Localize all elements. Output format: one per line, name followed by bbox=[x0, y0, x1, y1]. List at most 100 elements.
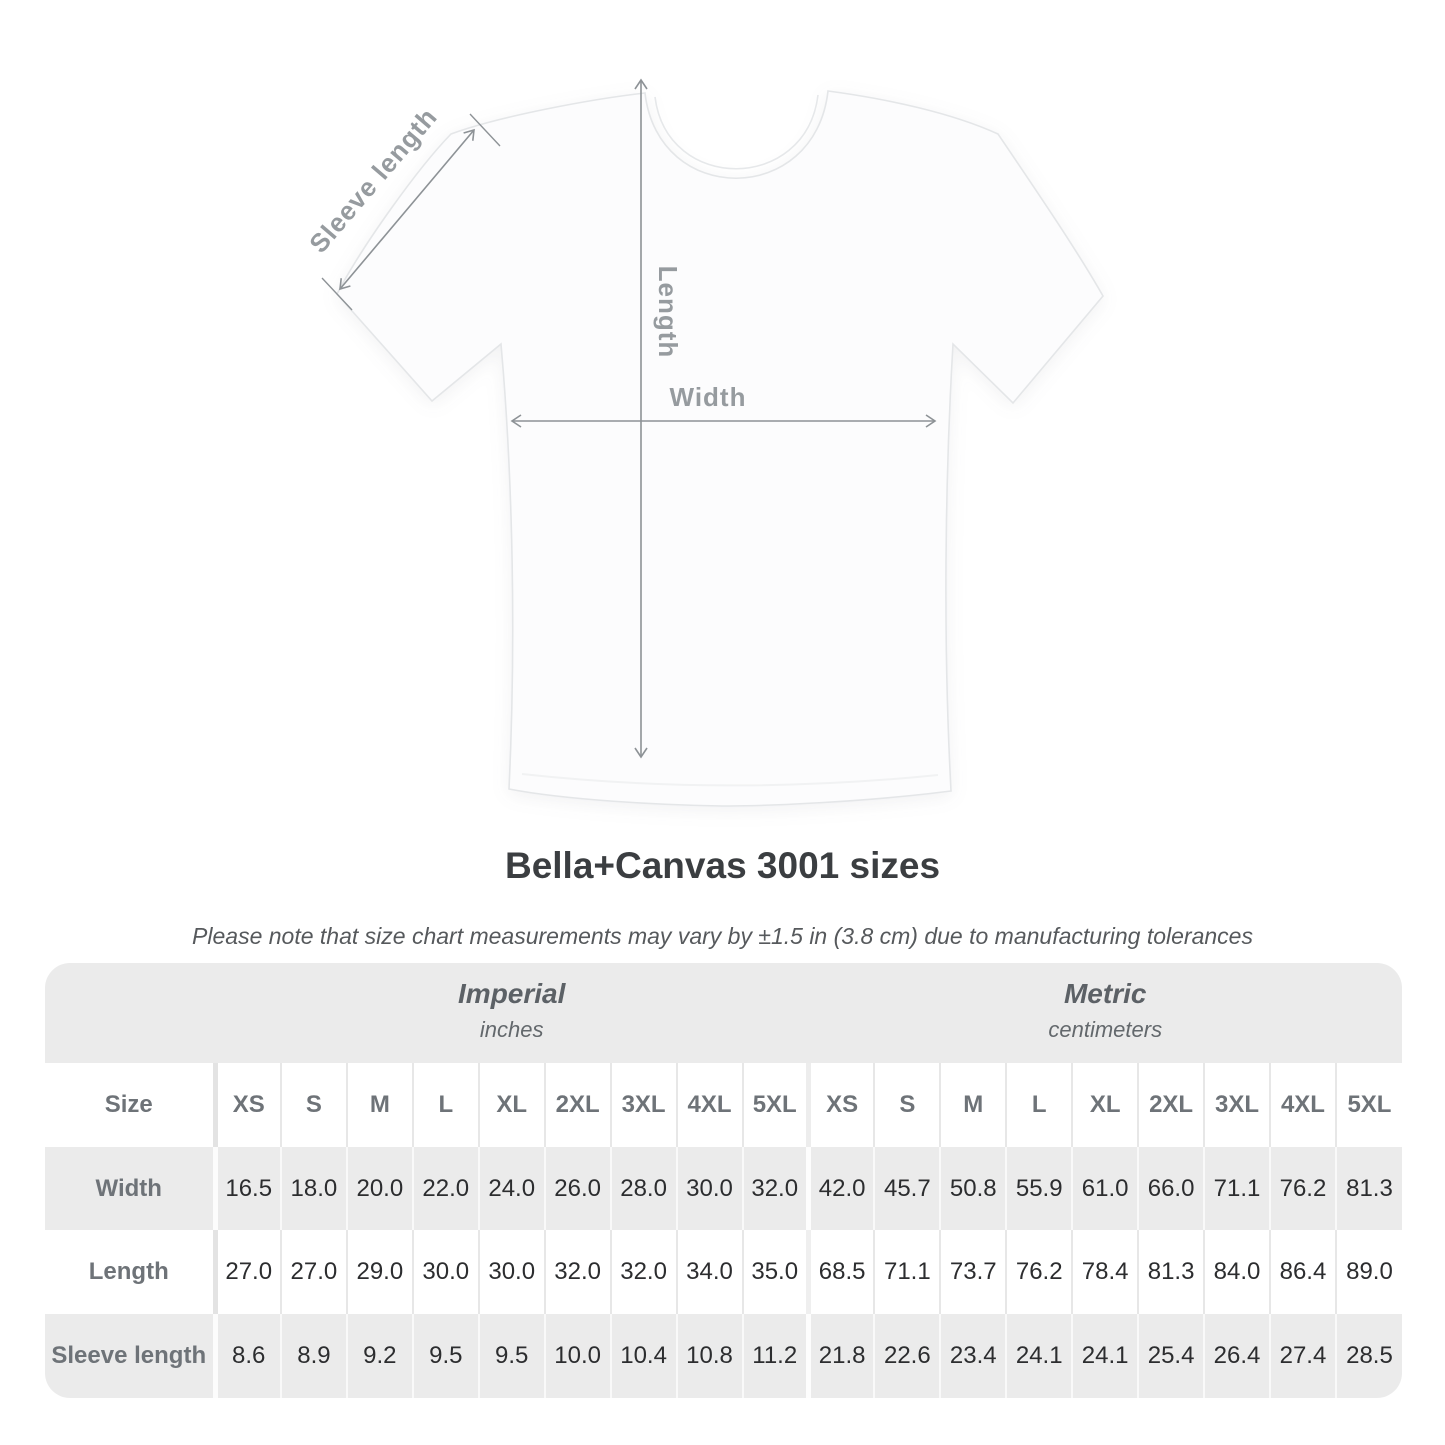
length-label: Length bbox=[653, 266, 683, 359]
measurement-cell: 81.3 bbox=[1334, 1147, 1402, 1230]
measurement-cell: 30.0 bbox=[477, 1230, 545, 1314]
hem-seam bbox=[521, 773, 939, 787]
measurement-cell: 10.0 bbox=[543, 1314, 611, 1398]
measurement-cell: 32.0 bbox=[609, 1230, 677, 1314]
measurement-cell: 30.0 bbox=[411, 1230, 479, 1314]
measurement-cell: 28.0 bbox=[609, 1147, 677, 1230]
measurement-cell: 71.1 bbox=[873, 1230, 941, 1314]
measurement-cell: 32.0 bbox=[741, 1147, 809, 1230]
width-label: Width bbox=[670, 382, 747, 412]
measurement-cell: 9.2 bbox=[345, 1314, 413, 1398]
metric-unit: centimeters bbox=[1048, 1017, 1163, 1042]
metric-group-header: Metric centimeters bbox=[808, 963, 1402, 1063]
size-col-header: 4XL bbox=[675, 1063, 743, 1147]
measurement-cell: 45.7 bbox=[873, 1147, 941, 1230]
measurement-cell: 16.5 bbox=[212, 1147, 281, 1230]
measurement-cell: 25.4 bbox=[1137, 1314, 1205, 1398]
measurement-cell: 78.4 bbox=[1071, 1230, 1139, 1314]
sleeve-length-row: Sleeve length 8.6 8.9 9.2 9.5 9.5 10.0 1… bbox=[45, 1314, 1402, 1398]
measurement-cell: 24.0 bbox=[477, 1147, 545, 1230]
measurement-cell: 22.0 bbox=[411, 1147, 479, 1230]
measurement-cell: 26.0 bbox=[543, 1147, 611, 1230]
measurement-cell: 9.5 bbox=[477, 1314, 545, 1398]
measurement-cell: 10.8 bbox=[675, 1314, 743, 1398]
measurement-cell: 8.9 bbox=[279, 1314, 347, 1398]
tshirt-graphic bbox=[336, 90, 1104, 807]
size-table-container: Imperial inches Metric centimeters Size … bbox=[45, 963, 1402, 1398]
measurement-cell: 68.5 bbox=[805, 1230, 875, 1314]
measurement-cell: 84.0 bbox=[1203, 1230, 1270, 1314]
size-col-header: 5XL bbox=[1334, 1063, 1402, 1147]
size-col-header: S bbox=[873, 1063, 941, 1147]
sleeve-length-arrow bbox=[339, 128, 475, 291]
measurement-cell: 27.4 bbox=[1269, 1314, 1336, 1398]
measurement-cell: 28.5 bbox=[1334, 1314, 1402, 1398]
size-header-label: Size bbox=[45, 1063, 215, 1147]
measurement-cell: 61.0 bbox=[1071, 1147, 1139, 1230]
sleeve-length-tick-top bbox=[469, 113, 501, 147]
measurement-cell: 22.6 bbox=[873, 1314, 941, 1398]
size-col-header: L bbox=[1005, 1063, 1073, 1147]
row-label: Sleeve length bbox=[45, 1314, 215, 1398]
measurement-cell: 35.0 bbox=[741, 1230, 809, 1314]
measurement-cell: 10.4 bbox=[609, 1314, 677, 1398]
measurement-cell: 66.0 bbox=[1137, 1147, 1205, 1230]
tshirt-measurement-diagram: Sleeve length Length Width bbox=[303, 78, 1104, 807]
measurement-cell: 89.0 bbox=[1334, 1230, 1402, 1314]
measurement-cell: 71.1 bbox=[1203, 1147, 1270, 1230]
measurement-cell: 76.2 bbox=[1269, 1147, 1336, 1230]
size-col-header: L bbox=[411, 1063, 479, 1147]
size-col-header: M bbox=[939, 1063, 1007, 1147]
size-col-header: 5XL bbox=[741, 1063, 809, 1147]
width-row: Width 16.5 18.0 20.0 22.0 24.0 26.0 28.0… bbox=[45, 1147, 1402, 1230]
row-label: Width bbox=[45, 1147, 215, 1230]
measurement-cell: 50.8 bbox=[939, 1147, 1007, 1230]
measurement-cell: 29.0 bbox=[345, 1230, 413, 1314]
size-col-header: XL bbox=[477, 1063, 545, 1147]
size-col-header: XL bbox=[1071, 1063, 1139, 1147]
size-col-header: 3XL bbox=[609, 1063, 677, 1147]
imperial-group-header: Imperial inches bbox=[215, 963, 809, 1063]
size-col-header: XS bbox=[212, 1063, 281, 1147]
measurement-cell: 32.0 bbox=[543, 1230, 611, 1314]
length-row: Length 27.0 27.0 29.0 30.0 30.0 32.0 32.… bbox=[45, 1230, 1402, 1314]
corner-cell bbox=[45, 963, 215, 1063]
measurement-cell: 24.1 bbox=[1005, 1314, 1073, 1398]
imperial-label: Imperial bbox=[458, 978, 566, 1009]
size-col-header: S bbox=[279, 1063, 347, 1147]
measurement-cell: 23.4 bbox=[939, 1314, 1007, 1398]
measurement-cell: 73.7 bbox=[939, 1230, 1007, 1314]
size-header-row: Size XS S M L XL 2XL 3XL 4XL 5XL XS S M … bbox=[45, 1063, 1402, 1147]
size-chart-table: Imperial inches Metric centimeters Size … bbox=[45, 963, 1402, 1398]
measurement-cell: 27.0 bbox=[279, 1230, 347, 1314]
measurement-cell: 30.0 bbox=[675, 1147, 743, 1230]
metric-label: Metric bbox=[1063, 978, 1147, 1009]
measurement-cell: 24.1 bbox=[1071, 1314, 1139, 1398]
measurement-cell: 34.0 bbox=[675, 1230, 743, 1314]
measurement-cell: 86.4 bbox=[1269, 1230, 1336, 1314]
measurement-cell: 55.9 bbox=[1005, 1147, 1073, 1230]
unit-group-header-row: Imperial inches Metric centimeters bbox=[45, 963, 1402, 1063]
measurement-cell: 8.6 bbox=[212, 1314, 281, 1398]
measurement-cell: 9.5 bbox=[411, 1314, 479, 1398]
measurement-cell: 20.0 bbox=[345, 1147, 413, 1230]
measurement-cell: 81.3 bbox=[1137, 1230, 1205, 1314]
page-title: Bella+Canvas 3001 sizes bbox=[504, 845, 941, 886]
measurement-cell: 26.4 bbox=[1203, 1314, 1270, 1398]
sleeve-length-tick-bottom bbox=[321, 277, 353, 311]
imperial-unit: inches bbox=[479, 1017, 544, 1042]
size-col-header: 4XL bbox=[1269, 1063, 1336, 1147]
size-col-header: 2XL bbox=[1137, 1063, 1205, 1147]
measurement-cell: 18.0 bbox=[279, 1147, 347, 1230]
size-col-header: 3XL bbox=[1203, 1063, 1270, 1147]
measurement-cell: 42.0 bbox=[805, 1147, 875, 1230]
collar-seam bbox=[654, 94, 819, 170]
measurement-cell: 21.8 bbox=[805, 1314, 875, 1398]
size-col-header: 2XL bbox=[543, 1063, 611, 1147]
size-col-header: XS bbox=[805, 1063, 875, 1147]
size-col-header: M bbox=[345, 1063, 413, 1147]
tolerance-note: Please note that size chart measurements… bbox=[192, 923, 1253, 949]
measurement-cell: 76.2 bbox=[1005, 1230, 1073, 1314]
measurement-cell: 11.2 bbox=[741, 1314, 809, 1398]
